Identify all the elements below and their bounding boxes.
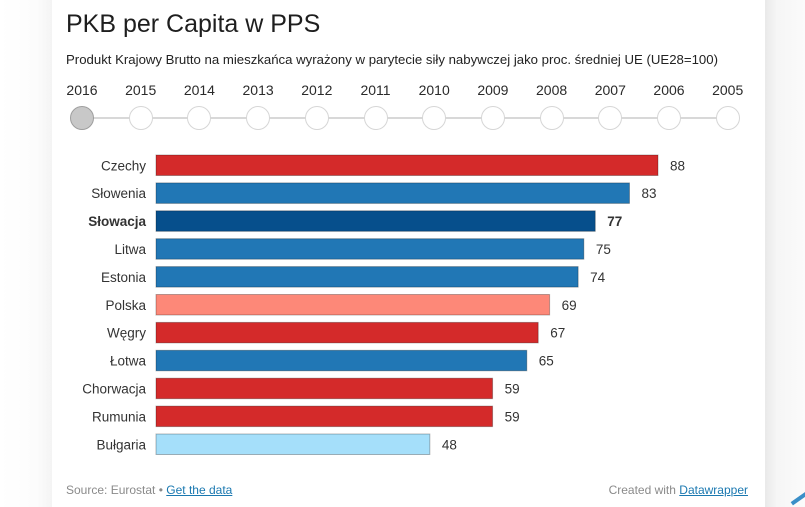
category-label: Estonia xyxy=(101,270,147,285)
timeline-year-2010[interactable]: 2010 xyxy=(418,82,450,98)
page-background-left xyxy=(0,0,52,507)
timeline-dot-2013[interactable] xyxy=(246,106,271,130)
timeline-year-2013[interactable]: 2013 xyxy=(242,82,274,98)
bar[interactable] xyxy=(155,182,630,204)
bar-row: Estonia 74 xyxy=(101,266,606,288)
value-label: 48 xyxy=(442,437,457,452)
value-label: 75 xyxy=(596,242,611,257)
bar[interactable] xyxy=(155,294,551,316)
timeline-dot-2015[interactable] xyxy=(128,106,153,130)
category-label: Litwa xyxy=(114,242,146,257)
created-with-label: Created with xyxy=(608,483,676,497)
timeline-dot-2012[interactable] xyxy=(304,106,329,130)
category-label: Chorwacja xyxy=(82,381,146,396)
timeline-year-2006[interactable]: 2006 xyxy=(653,82,685,98)
page-background-right xyxy=(765,0,805,507)
footer-source: Source: Eurostat • Get the data xyxy=(66,483,232,497)
source-label: Source: Eurostat xyxy=(66,483,156,497)
bar[interactable] xyxy=(155,349,528,372)
timeline-year-2012[interactable]: 2012 xyxy=(301,82,333,98)
category-label: Łotwa xyxy=(110,354,147,369)
category-label: Bułgaria xyxy=(96,437,146,452)
bar-row: Słowacja 77 xyxy=(88,210,622,232)
timeline-dot-2009[interactable] xyxy=(480,106,505,130)
timeline-year-2016[interactable]: 2016 xyxy=(66,82,98,98)
category-label: Słowacja xyxy=(88,214,146,229)
timeline-dot-2007[interactable] xyxy=(598,106,623,130)
timeline-dot-2014[interactable] xyxy=(187,106,212,130)
timeline-year-2005[interactable]: 2005 xyxy=(712,82,744,98)
bar-row: Węgry 67 xyxy=(107,321,565,344)
category-label: Rumunia xyxy=(92,409,147,424)
chart-title: PKB per Capita w PPS xyxy=(66,10,321,38)
footer-credit: Created with Datawrapper xyxy=(609,483,748,497)
separator-dot: • xyxy=(158,483,163,497)
bar[interactable] xyxy=(155,154,659,176)
timeline-year-2007[interactable]: 2007 xyxy=(594,82,626,98)
bar[interactable] xyxy=(155,433,431,455)
get-the-data-link[interactable]: Get the data xyxy=(166,483,233,497)
year-timeline: 2016 2015 2014 2013 2012 2011 2010 2009 2008 2007… xyxy=(53,78,765,134)
value-label: 88 xyxy=(670,158,685,173)
bar-chart: Czechy 88 Słowenia 83 Słowacja 77 Litwa 75 Eston… xyxy=(82,154,685,455)
timeline-year-2014[interactable]: 2014 xyxy=(183,82,215,98)
category-label: Czechy xyxy=(101,158,146,173)
bar-row: Czechy 88 xyxy=(101,154,685,176)
value-label: 59 xyxy=(505,409,520,424)
timeline-year-2011[interactable]: 2011 xyxy=(360,82,391,98)
bar[interactable] xyxy=(155,210,596,232)
chart-card: PKB per Capita w PPS Produkt Krajowy Bru… xyxy=(53,0,765,507)
value-label: 65 xyxy=(539,354,554,369)
category-label: Węgry xyxy=(107,326,146,341)
bar[interactable] xyxy=(155,266,579,288)
bar[interactable] xyxy=(155,405,494,428)
bar-row: Łotwa 65 xyxy=(110,349,554,372)
value-label: 67 xyxy=(550,326,565,341)
bar-row: Rumunia 59 xyxy=(92,405,520,428)
timeline-dot-2011[interactable] xyxy=(363,106,388,130)
timeline-track xyxy=(82,117,728,119)
timeline-year-2015[interactable]: 2015 xyxy=(125,82,157,98)
timeline-dot-2006[interactable] xyxy=(657,106,681,130)
bar-row: Chorwacja 59 xyxy=(82,377,520,400)
timeline-dot-2016[interactable] xyxy=(70,106,94,130)
bar-row: Słowenia 83 xyxy=(91,182,657,204)
bar[interactable] xyxy=(155,377,494,400)
bar-row: Bułgaria 48 xyxy=(96,433,457,455)
bar[interactable] xyxy=(155,238,585,260)
value-label: 69 xyxy=(562,298,577,313)
value-label: 59 xyxy=(505,381,520,396)
timeline-dot-2008[interactable] xyxy=(539,106,564,130)
timeline-year-2008[interactable]: 2008 xyxy=(536,82,568,98)
bar-row: Litwa 75 xyxy=(114,238,611,260)
value-label: 77 xyxy=(607,214,622,229)
bar-row: Polska 69 xyxy=(105,294,577,316)
timeline-year-2009[interactable]: 2009 xyxy=(477,82,509,98)
category-label: Słowenia xyxy=(91,186,146,201)
value-label: 74 xyxy=(590,270,606,285)
timeline-dot-2010[interactable] xyxy=(422,106,447,130)
timeline-dot-2005[interactable] xyxy=(715,106,740,130)
chart-subtitle: Produkt Krajowy Brutto na mieszkańca wyr… xyxy=(66,52,718,67)
bar[interactable] xyxy=(155,321,539,344)
value-label: 83 xyxy=(641,186,656,201)
datawrapper-link[interactable]: Datawrapper xyxy=(679,483,748,497)
category-label: Polska xyxy=(105,298,146,313)
